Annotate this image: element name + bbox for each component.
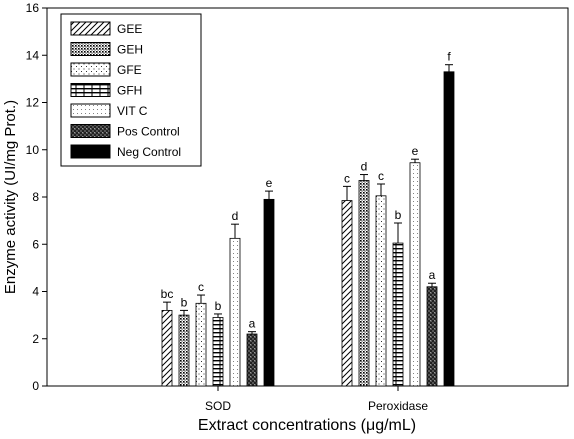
bar — [358, 180, 370, 387]
y-tick-label: 14 — [26, 48, 40, 62]
bar — [426, 286, 438, 387]
significance-label: c — [198, 280, 204, 294]
legend-swatch — [70, 124, 111, 138]
legend-entry: GEE — [117, 22, 142, 36]
significance-label: f — [447, 50, 451, 64]
significance-label: e — [412, 144, 419, 158]
significance-label: b — [395, 208, 402, 222]
bar — [375, 195, 387, 387]
y-tick-label: 16 — [26, 1, 40, 15]
significance-label: e — [266, 176, 273, 190]
y-tick-label: 6 — [32, 237, 39, 251]
legend-entry: GEH — [117, 43, 143, 57]
significance-label: b — [181, 295, 188, 309]
legend-swatch — [70, 83, 111, 97]
bar — [229, 237, 241, 387]
bar — [246, 333, 258, 387]
y-tick-label: 4 — [32, 285, 39, 299]
y-axis-label: Enzyme activity (UI/mg Prot.) — [2, 100, 19, 294]
y-tick-label: 8 — [32, 190, 39, 204]
bar — [212, 317, 224, 387]
significance-label: b — [215, 299, 222, 313]
legend-swatch — [70, 103, 111, 118]
significance-label: a — [249, 317, 256, 331]
y-tick-label: 2 — [32, 332, 39, 346]
significance-label: d — [361, 160, 368, 174]
y-tick-label: 0 — [32, 379, 39, 393]
significance-label: c — [344, 171, 350, 185]
x-axis-label: Extract concentrations (μg/mL) — [198, 417, 416, 434]
significance-label: bc — [161, 287, 174, 301]
legend-entry: VIT C — [117, 104, 148, 118]
legend-swatch — [70, 144, 111, 159]
legend: GEE GEH GFE GFH VIT C Pos Control Neg Control — [60, 13, 202, 167]
legend-swatch — [70, 62, 111, 77]
bar — [443, 71, 455, 387]
legend-entry: Neg Control — [117, 145, 181, 159]
bar — [161, 309, 173, 387]
legend-entry: GFE — [117, 63, 142, 77]
bar — [392, 242, 404, 387]
legend-swatch — [70, 42, 111, 56]
y-tick-label: 12 — [26, 96, 40, 110]
bar — [263, 198, 275, 387]
significance-label: d — [232, 209, 239, 223]
bar — [341, 200, 353, 387]
bar — [409, 162, 421, 387]
significance-label: a — [429, 268, 436, 282]
bar — [195, 302, 207, 387]
legend-entry: Pos Control — [117, 125, 180, 139]
legend-entry: GFH — [117, 84, 142, 98]
y-axis-ticks: 0 2 4 6 8 10 12 14 16 — [26, 1, 47, 393]
y-tick-label: 10 — [26, 143, 40, 157]
x-axis-ticks: SOD Peroxidase — [205, 386, 428, 413]
x-tick-label: SOD — [205, 399, 231, 413]
bar — [178, 314, 190, 387]
x-tick-label: Peroxidase — [368, 399, 428, 413]
legend-swatch — [70, 21, 111, 36]
significance-label: c — [378, 169, 384, 183]
